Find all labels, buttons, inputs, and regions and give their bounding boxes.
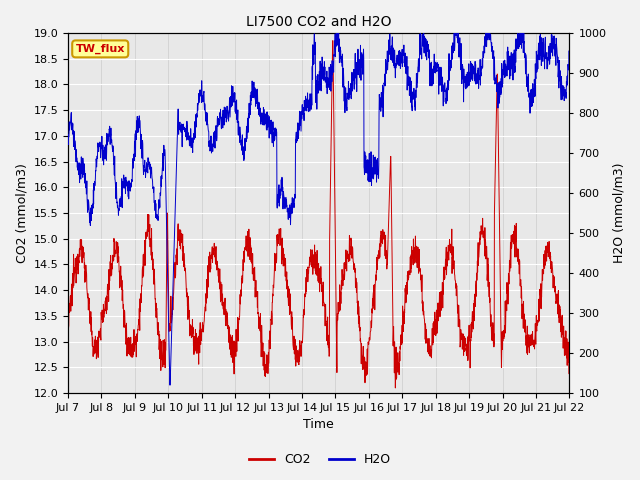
- Text: TW_flux: TW_flux: [76, 44, 125, 54]
- Y-axis label: CO2 (mmol/m3): CO2 (mmol/m3): [15, 163, 28, 263]
- Y-axis label: H2O (mmol/m3): H2O (mmol/m3): [612, 163, 625, 264]
- Legend: CO2, H2O: CO2, H2O: [244, 448, 396, 471]
- X-axis label: Time: Time: [303, 419, 334, 432]
- Title: LI7500 CO2 and H2O: LI7500 CO2 and H2O: [246, 15, 392, 29]
